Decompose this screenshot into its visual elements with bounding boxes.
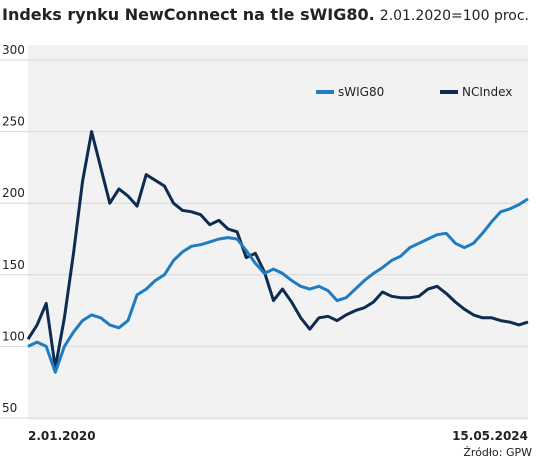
- y-tick-label: 250: [2, 115, 25, 129]
- chart-title: Indeks rynku NewConnect na tle sWIG80.: [2, 5, 375, 24]
- chart-subtitle: 2.01.2020=100 proc.: [380, 8, 529, 24]
- line-series: [26, 130, 529, 370]
- chart-heading: Indeks rynku NewConnect na tle sWIG80. 2…: [2, 5, 529, 24]
- legend-label: sWIG80: [338, 85, 384, 99]
- x-tick-label: 15.05.2024: [452, 429, 528, 443]
- line-series: [27, 197, 529, 374]
- plot-background: [28, 45, 528, 420]
- y-tick-label: 200: [2, 186, 25, 200]
- x-tick-label: 2.01.2020: [28, 429, 96, 443]
- y-tick-label: 100: [2, 329, 25, 343]
- legend-label: NCIndex: [462, 85, 512, 99]
- y-tick-label: 300: [2, 43, 25, 57]
- y-tick-label: 50: [2, 401, 17, 415]
- source: Źródło: GPW: [463, 446, 532, 459]
- y-tick-label: 150: [2, 258, 25, 272]
